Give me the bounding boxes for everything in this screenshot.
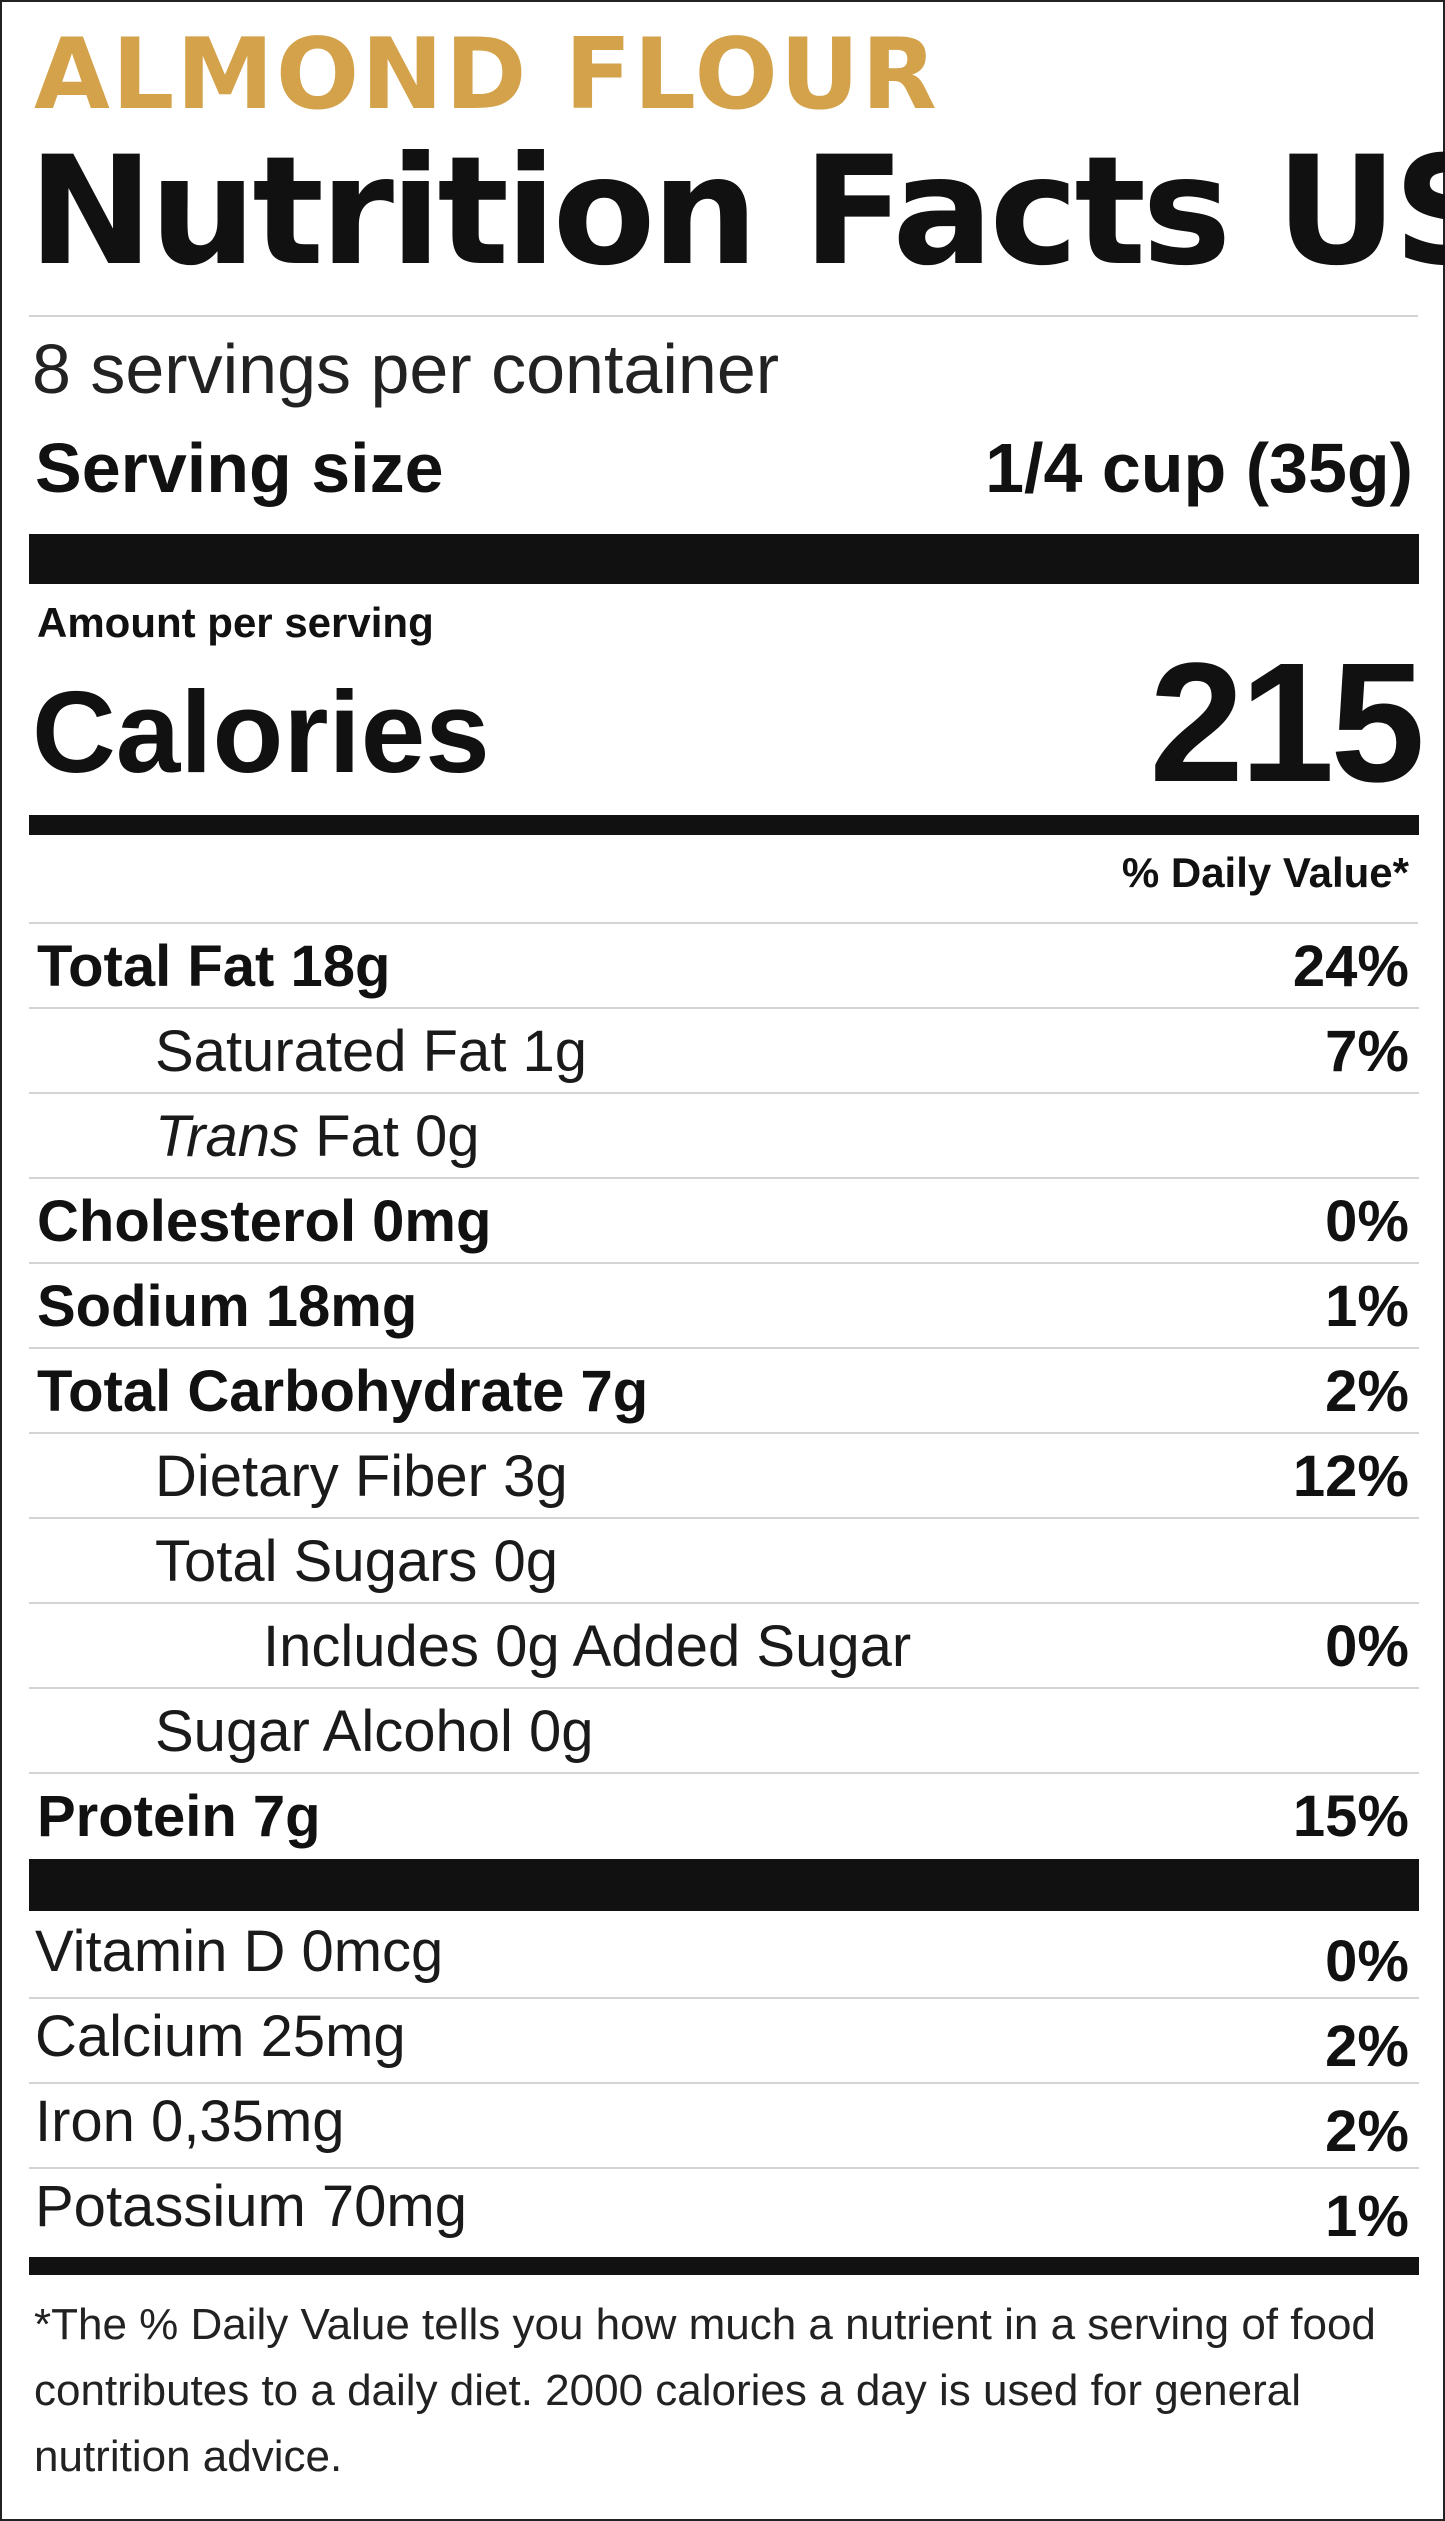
nutrient-name: Sugar Alcohol 0g xyxy=(155,1699,594,1764)
serving-size-value: 1/4 cup (35g) xyxy=(985,429,1413,507)
nutrient-name: Saturated Fat 1g xyxy=(155,1019,588,1084)
nutrient-daily-value: 2% xyxy=(1325,1359,1409,1424)
nutrient-row: Saturated Fat 1g 7% xyxy=(29,1009,1419,1094)
calories-value: 215 xyxy=(1149,628,1425,818)
nutrient-row: Sodium 18mg 1% xyxy=(29,1264,1419,1349)
label-title: Nutrition Facts US xyxy=(28,125,1445,299)
vitamin-name: Iron 0,35mg xyxy=(35,2089,345,2154)
nutrient-name-italic: Trans xyxy=(155,1104,299,1169)
nutrient-row: Includes 0g Added Sugar 0% xyxy=(29,1604,1419,1689)
product-name: ALMOND FLOUR xyxy=(34,18,939,132)
nutrient-row: Cholesterol 0mg 0% xyxy=(29,1179,1419,1264)
nutrient-daily-value: 15% xyxy=(1292,1784,1409,1849)
vitamins-thick-bar xyxy=(29,1859,1419,1911)
vitamin-row: Iron 0,35mg 2% xyxy=(29,2084,1419,2169)
row-divider xyxy=(29,2167,1419,2169)
row-divider xyxy=(29,1092,1419,1094)
vitamin-daily-value: 0% xyxy=(1325,1929,1409,1994)
vitamin-name: Calcium 25mg xyxy=(35,2004,406,2069)
nutrient-daily-value: 1% xyxy=(1325,1274,1409,1339)
row-divider xyxy=(29,1007,1419,1009)
nutrient-row: Trans Fat 0g xyxy=(29,1094,1419,1179)
vitamin-daily-value: 2% xyxy=(1325,2014,1409,2079)
vitamin-daily-value: 1% xyxy=(1325,2184,1409,2249)
nutrient-name: Dietary Fiber 3g xyxy=(155,1444,568,1509)
vitamin-name: Potassium 70mg xyxy=(35,2174,467,2239)
calories-label: Calories xyxy=(32,667,490,797)
row-divider xyxy=(29,1432,1419,1434)
nutrient-name: Cholesterol 0mg xyxy=(37,1189,492,1254)
nutrient-name: Sodium 18mg xyxy=(37,1274,418,1339)
serving-size-label: Serving size xyxy=(35,429,444,507)
nutrient-name: Includes 0g Added Sugar xyxy=(263,1614,912,1679)
row-divider xyxy=(29,1177,1419,1179)
row-divider xyxy=(29,1997,1419,1999)
row-divider xyxy=(29,1262,1419,1264)
serving-thick-bar xyxy=(29,534,1419,584)
amount-per-serving: Amount per serving xyxy=(37,599,434,646)
vitamin-row: Calcium 25mg 2% xyxy=(29,1999,1419,2084)
nutrient-row: Protein 7g 15% xyxy=(29,1774,1419,1859)
row-divider xyxy=(29,1772,1419,1774)
nutrient-daily-value: 0% xyxy=(1325,1189,1409,1254)
title-divider xyxy=(29,315,1418,317)
nutrient-name-rest: Fat 0g xyxy=(298,1104,480,1169)
nutrient-daily-value: 7% xyxy=(1325,1019,1409,1084)
nutrient-name: Trans Fat 0g xyxy=(155,1094,480,1179)
nutrient-name: Protein 7g xyxy=(37,1784,321,1849)
nutrient-row: Sugar Alcohol 0g xyxy=(29,1689,1419,1774)
vitamin-row: Potassium 70mg 1% xyxy=(29,2169,1419,2254)
nutrient-daily-value: 0% xyxy=(1325,1614,1409,1679)
vitamin-name: Vitamin D 0mcg xyxy=(35,1919,444,1984)
servings-per-container: 8 servings per container xyxy=(32,330,780,408)
footnote: *The % Daily Value tells you how much a … xyxy=(34,2300,1376,2481)
dv-header-divider xyxy=(29,922,1418,924)
nutrient-row: Dietary Fiber 3g 12% xyxy=(29,1434,1419,1519)
nutrient-daily-value: 12% xyxy=(1292,1444,1409,1509)
nutrient-row: Total Sugars 0g xyxy=(29,1519,1419,1604)
daily-value-header: % Daily Value* xyxy=(1121,849,1409,896)
row-divider xyxy=(29,2082,1419,2084)
vitamin-row: Vitamin D 0mcg 0% xyxy=(29,1914,1419,1999)
nutrient-daily-value: 24% xyxy=(1292,934,1409,999)
nutrient-name: Total Carbohydrate 7g xyxy=(37,1359,649,1424)
nutrient-row: Total Carbohydrate 7g 2% xyxy=(29,1349,1419,1434)
calories-thick-bar xyxy=(29,815,1419,835)
nutrient-name: Total Sugars 0g xyxy=(155,1529,559,1594)
row-divider xyxy=(29,1347,1419,1349)
row-divider xyxy=(29,1687,1419,1689)
vitamin-daily-value: 2% xyxy=(1325,2099,1409,2164)
row-divider xyxy=(29,1602,1419,1604)
nutrient-name: Total Fat 18g xyxy=(37,934,391,999)
nutrient-row: Total Fat 18g 24% xyxy=(29,924,1419,1009)
footer-bar xyxy=(29,2257,1419,2275)
row-divider xyxy=(29,1517,1419,1519)
